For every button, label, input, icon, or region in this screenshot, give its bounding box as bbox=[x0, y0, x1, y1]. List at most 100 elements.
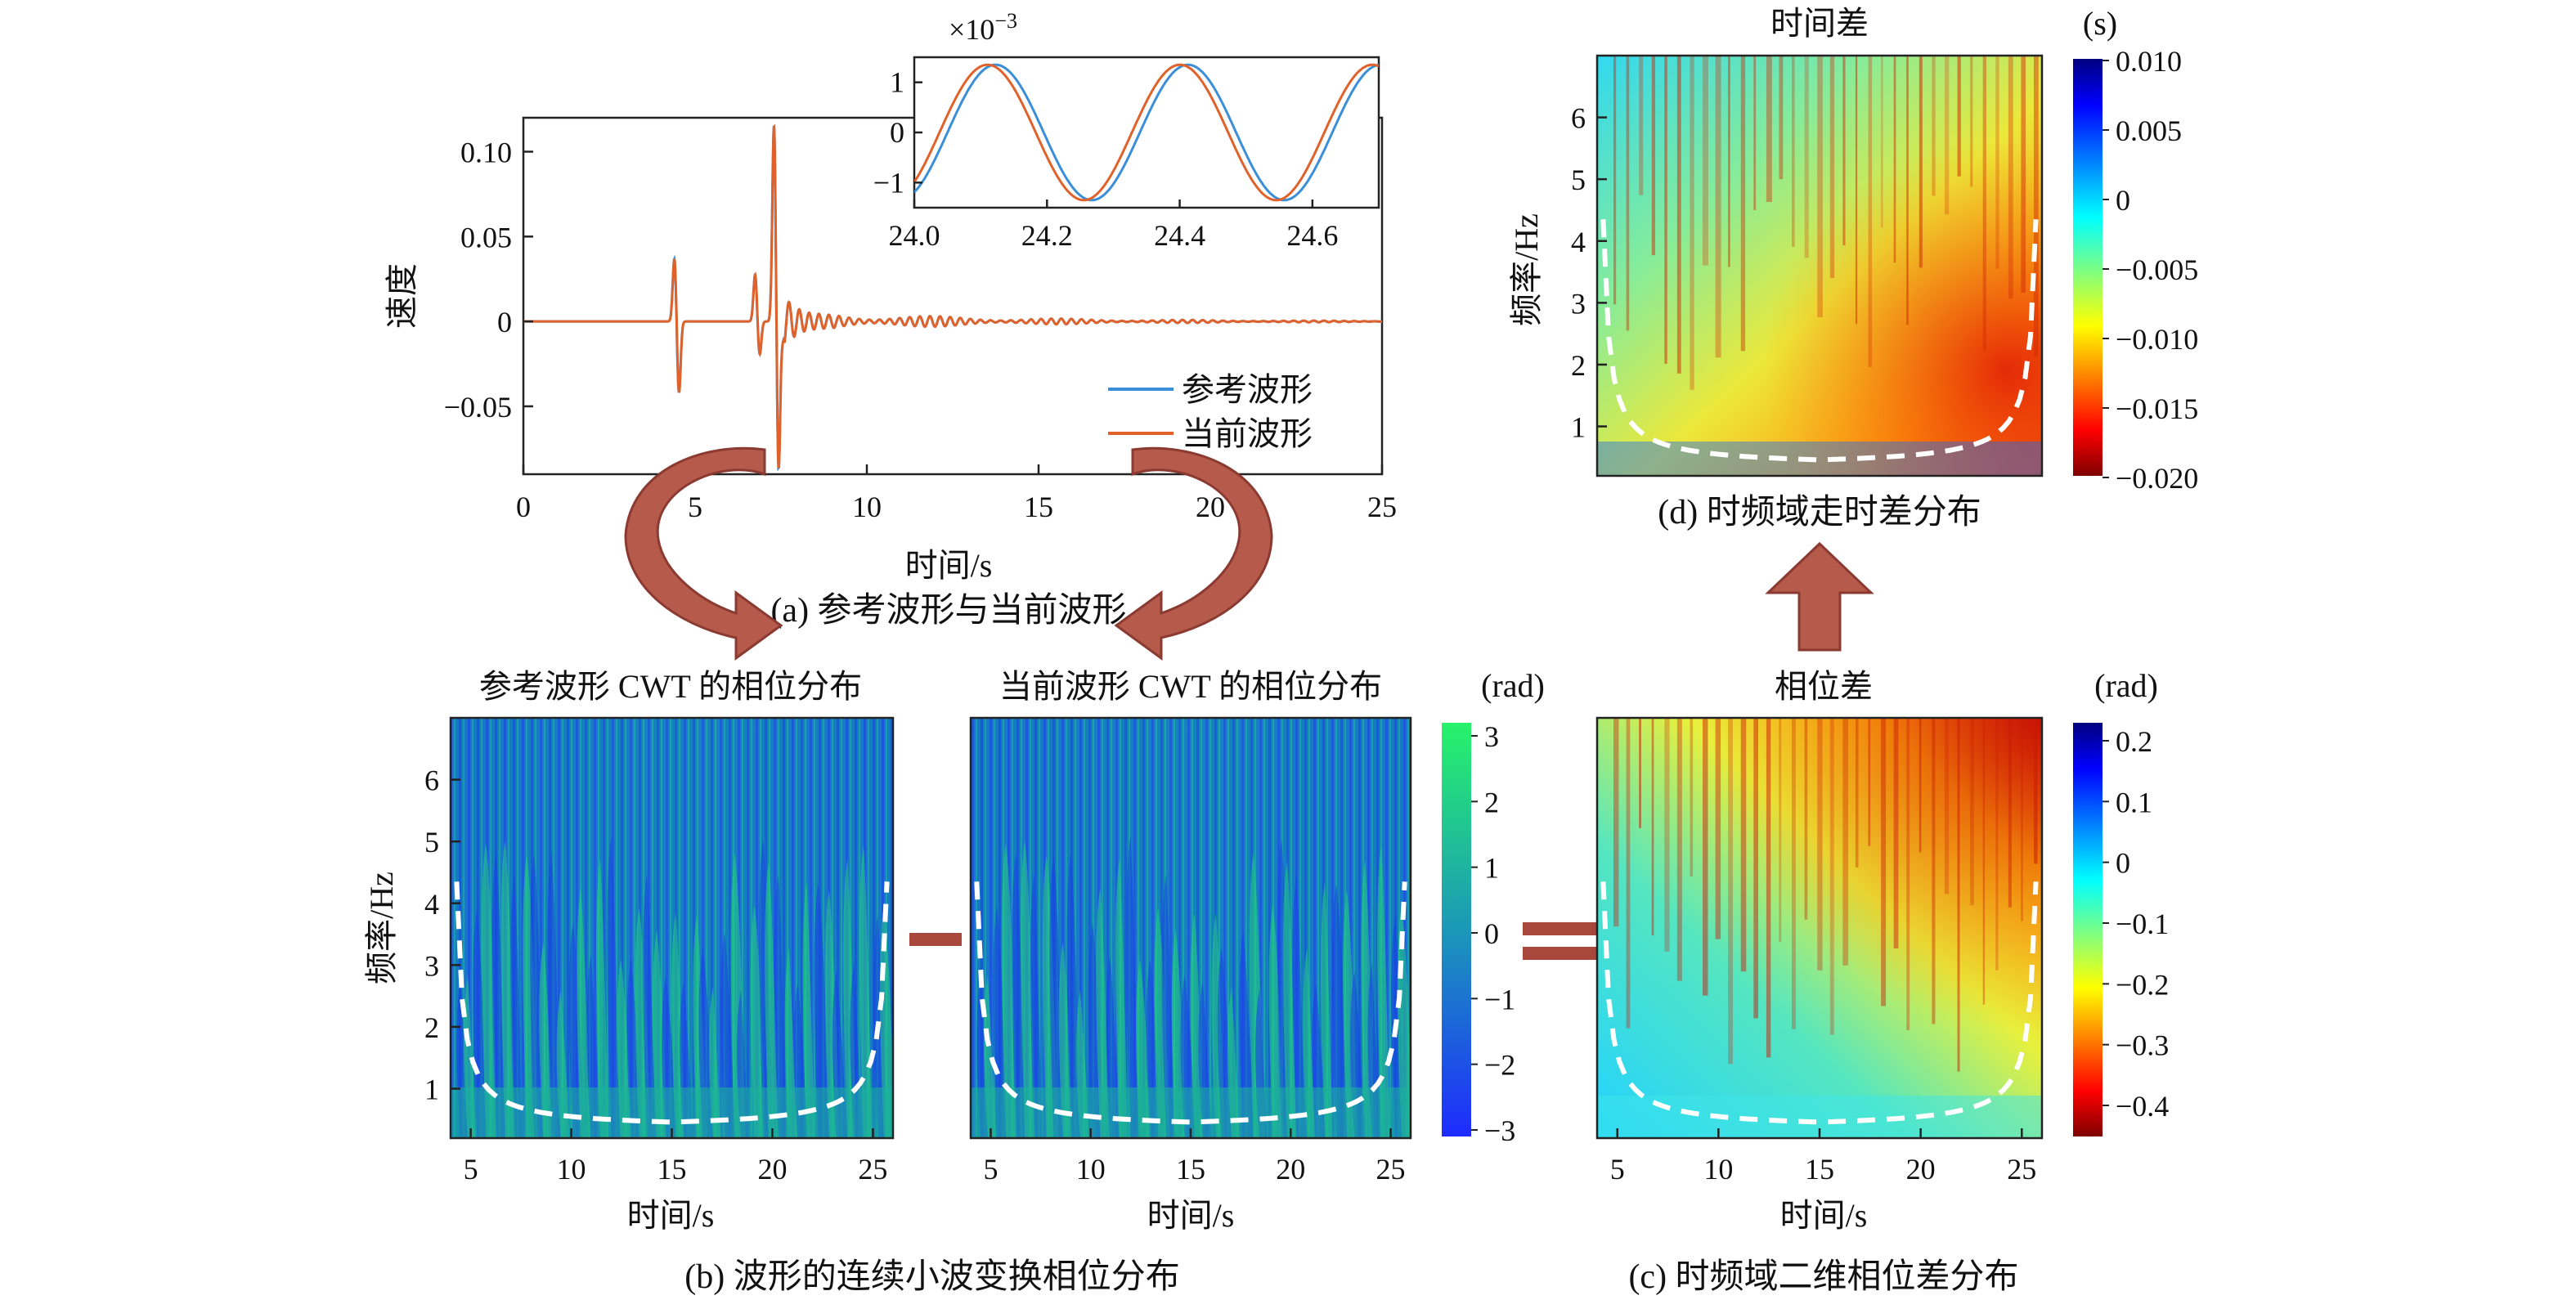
colorbar-tick-label: −0.010 bbox=[2116, 323, 2198, 356]
minus-operator bbox=[909, 933, 962, 946]
tf-y-tick-label: 4 bbox=[1571, 226, 1586, 258]
panel-d-y-label: 频率/Hz bbox=[1508, 213, 1545, 326]
panel-b-y-label: 频率/Hz bbox=[363, 872, 400, 984]
colorbar-tick-label: 3 bbox=[1484, 720, 1499, 753]
legend-current-label: 当前波形 bbox=[1182, 415, 1313, 452]
y-tick-label: −0.05 bbox=[444, 391, 512, 424]
panel-d: 时间差 1 2 3 4 5 6 频率/Hz 0.010 0.005 0 −0.005 −0.010… bbox=[1508, 5, 2198, 531]
panel-a-y-ticks: 0.10 0.05 0 −0.05 bbox=[444, 137, 533, 424]
panel-d-title: 时间差 bbox=[1770, 5, 1869, 42]
inset-x-tick-label: 24.0 bbox=[889, 219, 940, 252]
panel-d-frame bbox=[1595, 54, 2044, 477]
tf-y-tick-label: 5 bbox=[424, 826, 439, 858]
tf-x-tick-label: 5 bbox=[983, 1153, 998, 1186]
panel-c: 相位差 5 10 15 20 25 时间/s 0.2 0.1 0 −0.1 −0.2 −0.3 −0… bbox=[1595, 667, 2169, 1296]
tf-x-tick-label: 15 bbox=[657, 1153, 687, 1186]
colorbar-tick-label: 0 bbox=[2116, 184, 2130, 217]
colorbar-tick-label: 0.010 bbox=[2116, 45, 2182, 78]
inset-y-tick-label: −1 bbox=[873, 166, 904, 199]
tf-y-tick-label: 2 bbox=[424, 1011, 439, 1044]
colorbar-tick-label: 0 bbox=[1484, 917, 1499, 950]
curved-arrow-left bbox=[624, 446, 783, 661]
inset-x-tick-label: 24.2 bbox=[1021, 219, 1073, 252]
tf-y-tick-label: 3 bbox=[424, 949, 439, 982]
equals-bar-bottom bbox=[1523, 947, 1596, 960]
tf-x-tick-label: 25 bbox=[1376, 1153, 1406, 1186]
time-difference-colorbar-unit: (s) bbox=[2083, 5, 2117, 42]
colorbar-tick-label: 0 bbox=[2116, 847, 2130, 880]
phase-colorbar-ticks: 3 2 1 0 −1 −2 −3 bbox=[1471, 720, 1515, 1147]
current-waveform-line bbox=[523, 123, 1382, 469]
x-tick-label: 15 bbox=[1024, 491, 1053, 523]
tf-x-tick-label: 20 bbox=[1276, 1153, 1305, 1186]
x-tick-label: 10 bbox=[852, 491, 882, 523]
inset-current-line bbox=[914, 63, 1379, 202]
tf-y-tick-label: 2 bbox=[1571, 349, 1586, 382]
x-tick-label: 5 bbox=[688, 491, 702, 523]
phase-colorbar bbox=[1442, 723, 1471, 1136]
inset-y-ticks: 1 0 −1 bbox=[873, 66, 922, 199]
time-difference-heatmap bbox=[1597, 56, 2042, 476]
equals-operator bbox=[1523, 922, 1596, 960]
phase-colorbar-unit: (rad) bbox=[1481, 667, 1545, 704]
colorbar-tick-label: −0.3 bbox=[2116, 1029, 2169, 1062]
inset-exponent: ×10−3 bbox=[949, 9, 1017, 46]
colorbar-tick-label: −0.4 bbox=[2116, 1090, 2169, 1123]
inset-x-tick-label: 24.4 bbox=[1154, 219, 1205, 252]
panel-b-right-x-label: 时间/s bbox=[1147, 1197, 1235, 1234]
panel-c-x-label: 时间/s bbox=[1780, 1197, 1868, 1234]
y-tick-label: 0 bbox=[497, 306, 512, 338]
tf-x-tick-label: 20 bbox=[1906, 1153, 1936, 1186]
legend-reference-label: 参考波形 bbox=[1182, 371, 1313, 408]
reference-phase-heatmap bbox=[451, 718, 893, 1138]
up-arrow bbox=[1765, 541, 1874, 652]
panel-b-caption: (b) 波形的连续小波变换相位分布 bbox=[684, 1257, 1179, 1296]
colorbar-tick-label: −1 bbox=[1484, 983, 1515, 1015]
colorbar-tick-label: −3 bbox=[1484, 1114, 1515, 1147]
tf-y-tick-label: 5 bbox=[1571, 164, 1586, 196]
tf-x-tick-label: 10 bbox=[1703, 1153, 1733, 1186]
colorbar-tick-label: −0.020 bbox=[2116, 462, 2198, 495]
tf-x-tick-label: 25 bbox=[2007, 1153, 2036, 1186]
tf-x-tick-label: 5 bbox=[464, 1153, 478, 1186]
panel-b: 参考波形 CWT 的相位分布 当前波形 CWT 的相位分布 5 10 15 20 25 … bbox=[363, 667, 1545, 1296]
y-tick-label: 0.10 bbox=[460, 137, 512, 169]
tf-x-tick-label: 15 bbox=[1176, 1153, 1205, 1186]
panel-b-right-x-ticks: 5 10 15 20 25 bbox=[983, 1128, 1406, 1186]
panel-a-x-ticks: 0 5 10 15 20 25 bbox=[516, 464, 1397, 523]
colorbar-tick-label: 0.2 bbox=[2116, 725, 2152, 758]
inset-zoom-plot: 24.0 24.2 24.4 24.6 1 0 −1 ×10−3 bbox=[873, 9, 1380, 252]
inset-x-tick-label: 24.6 bbox=[1286, 219, 1338, 252]
colorbar-tick-label: 0.005 bbox=[2116, 114, 2182, 147]
phase-difference-colorbar-unit: (rad) bbox=[2094, 667, 2158, 704]
panel-a-y-label: 速度 bbox=[384, 263, 420, 329]
inset-x-ticks: 24.0 24.2 24.4 24.6 bbox=[889, 199, 1338, 252]
tf-y-tick-label: 4 bbox=[424, 888, 439, 921]
inset-y-tick-label: 1 bbox=[890, 66, 904, 99]
tf-y-tick-label: 1 bbox=[1571, 411, 1586, 444]
curved-arrow-right bbox=[1114, 446, 1273, 661]
colorbar-tick-label: −0.2 bbox=[2116, 968, 2169, 1001]
time-difference-colorbar-ticks: 0.010 0.005 0 −0.005 −0.010 −0.015 −0.020 bbox=[2103, 45, 2198, 495]
panel-b-left-x-label: 时间/s bbox=[627, 1197, 715, 1234]
colorbar-tick-label: 2 bbox=[1484, 786, 1499, 818]
inset-y-tick-label: 0 bbox=[890, 116, 904, 149]
inset-axes-frame bbox=[913, 56, 1380, 209]
tf-x-tick-label: 25 bbox=[858, 1153, 887, 1186]
colorbar-tick-label: 1 bbox=[1484, 852, 1499, 885]
equals-bar-top bbox=[1523, 922, 1596, 935]
colorbar-tick-label: 0.1 bbox=[2116, 786, 2152, 818]
legend: 参考波形 当前波形 bbox=[1108, 371, 1313, 452]
phase-difference-colorbar bbox=[2073, 723, 2103, 1136]
x-tick-label: 25 bbox=[1367, 491, 1397, 523]
colorbar-tick-label: −0.005 bbox=[2116, 253, 2198, 286]
phase-difference-heatmap bbox=[1597, 718, 2042, 1138]
panel-d-y-ticks: 1 2 3 4 5 6 bbox=[1571, 102, 1607, 444]
x-tick-label: 20 bbox=[1196, 491, 1225, 523]
tf-x-tick-label: 10 bbox=[1076, 1153, 1106, 1186]
y-tick-label: 0.05 bbox=[460, 221, 512, 253]
phase-difference-colorbar-ticks: 0.2 0.1 0 −0.1 −0.2 −0.3 −0.4 bbox=[2103, 725, 2169, 1123]
tf-y-tick-label: 6 bbox=[1571, 102, 1586, 135]
curved-arrow-left-shape bbox=[624, 446, 783, 661]
